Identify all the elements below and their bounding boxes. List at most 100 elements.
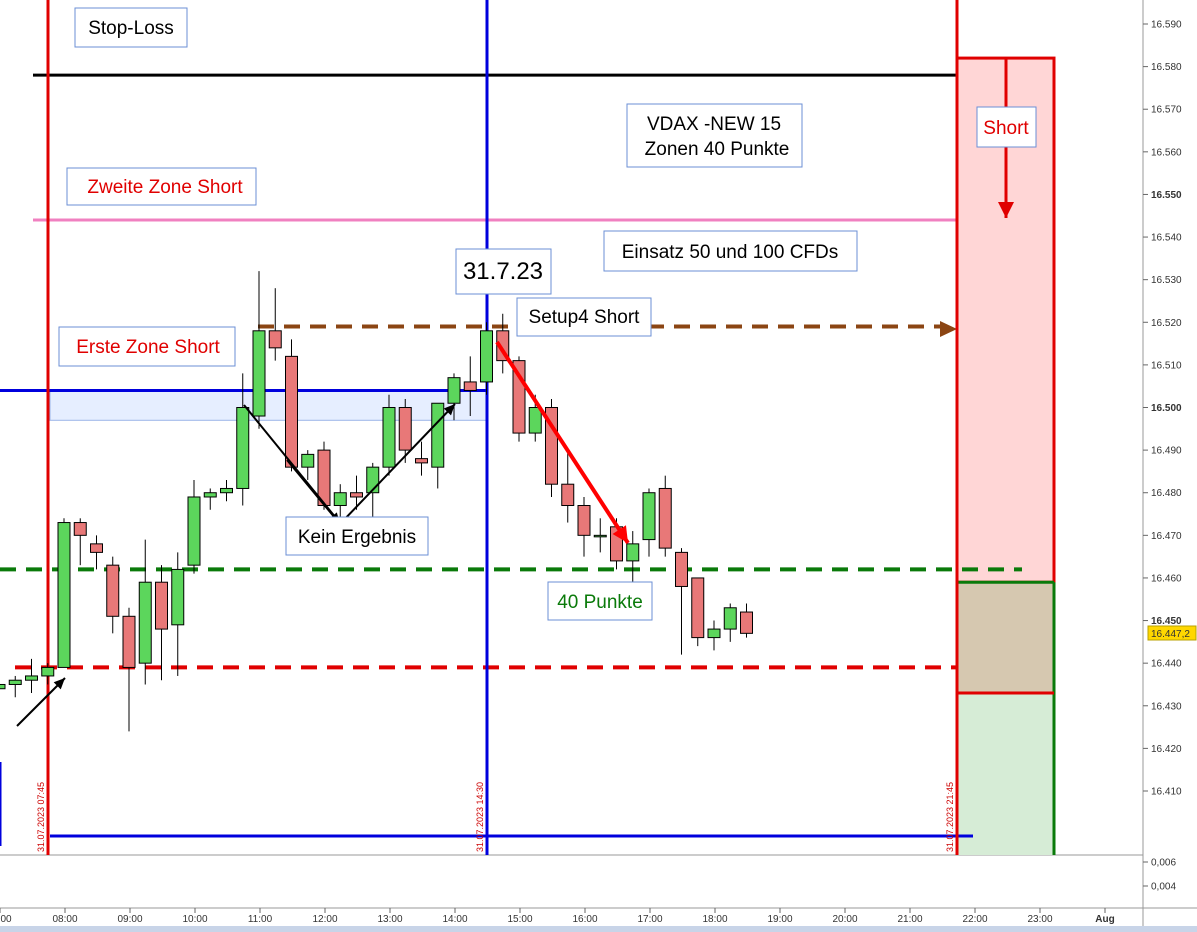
setup-annotation[interactable]: Setup4 Short — [516, 297, 652, 337]
stop-loss-text: Stop-Loss — [88, 18, 174, 39]
position-neutral-area[interactable] — [957, 582, 1054, 693]
second-zone-text: Zweite Zone Short — [87, 177, 243, 198]
candle-body — [106, 564, 120, 617]
time-tick-label: 14:00 — [442, 914, 467, 925]
entry-arrow-head — [53, 678, 65, 690]
candle-body — [8, 679, 22, 685]
candle-body — [707, 628, 721, 639]
price-tick-label: 16.450 — [1151, 616, 1182, 627]
points-annotation[interactable]: 40 Punkte — [547, 581, 653, 621]
first-zone-text: Erste Zone Short — [76, 337, 220, 358]
up-leg-arrow — [339, 403, 456, 525]
candle-body — [658, 487, 672, 549]
candle-body — [285, 355, 298, 468]
entry-arrow — [16, 677, 66, 727]
stake-annotation[interactable]: Einsatz 50 und 100 CFDs — [603, 230, 858, 272]
candle-body — [41, 666, 55, 677]
candle-body — [73, 522, 87, 536]
setup-text: Setup4 Short — [529, 307, 641, 328]
current-price-label: 16.447,2 — [1151, 629, 1190, 640]
points-text: 40 Punkte — [557, 592, 643, 613]
price-tick-label: 16.480 — [1151, 488, 1182, 499]
vdax-text-line2: Zonen 40 Punkte — [645, 139, 790, 160]
candle-body — [480, 330, 493, 383]
short-move-arrow-head — [612, 525, 628, 543]
candle-body — [268, 330, 282, 349]
short-direction-arrow-head — [998, 202, 1014, 218]
candle-body — [171, 568, 185, 626]
bottom-scrollbar[interactable] — [0, 926, 1197, 932]
no-result-annotation[interactable]: Kein Ergebnis — [285, 516, 429, 556]
time-tick-label: 00 — [0, 914, 12, 925]
price-tick-label: 16.430 — [1151, 701, 1182, 712]
candle-body — [561, 483, 575, 507]
time-tick-label: Aug — [1095, 914, 1114, 925]
candle-body — [350, 492, 363, 498]
vertical-markers — [0, 0, 959, 855]
indicator-axis-ticks: 0,006 0,004 — [1143, 858, 1176, 893]
candle-body — [122, 615, 136, 668]
candle-body — [675, 551, 688, 587]
time-tick-label: 08:00 — [52, 914, 77, 925]
position-reward-area[interactable] — [957, 692, 1054, 855]
price-tick-label: 16.520 — [1151, 318, 1182, 329]
second-zone-annotation[interactable]: Zweite Zone Short — [66, 167, 257, 206]
vdax-annotation[interactable]: VDAX -NEW 15 Zonen 40 Punkte — [626, 103, 803, 168]
time-tick-label: 09:00 — [117, 914, 142, 925]
candle-body — [528, 407, 542, 434]
candle-body — [57, 522, 71, 668]
indicator-tick-label: 0,004 — [1151, 882, 1176, 893]
time-tick-label: 10:00 — [182, 914, 207, 925]
candle-body — [398, 407, 412, 451]
first-zone-shading — [49, 389, 488, 421]
candle-body — [25, 675, 38, 681]
candle-body — [0, 683, 6, 690]
time-tick-label: 12:00 — [312, 914, 337, 925]
setup-time-label: 31.07.2023 14:30 — [475, 782, 485, 852]
time-tick-label: 21:00 — [897, 914, 922, 925]
candle-body — [90, 543, 103, 553]
candle-body — [626, 543, 640, 562]
no-result-text: Kein Ergebnis — [298, 527, 416, 548]
candle-body — [740, 611, 753, 634]
short-annotation[interactable]: Short — [976, 106, 1037, 148]
time-tick-label: 13:00 — [377, 914, 402, 925]
up-leg-arrow-head — [443, 404, 455, 416]
price-tick-label: 16.590 — [1151, 20, 1182, 31]
candle-body — [447, 377, 461, 404]
price-tick-label: 16.470 — [1151, 531, 1182, 542]
date-annotation[interactable]: 31.7.23 — [455, 248, 552, 295]
candle-body — [463, 381, 477, 391]
time-tick-label: 20:00 — [832, 914, 857, 925]
indicator-tick-label: 0,006 — [1151, 858, 1176, 869]
session-start-label: 31.07.2023 07:45 — [36, 782, 46, 852]
price-tick-label: 16.510 — [1151, 360, 1182, 371]
vdax-text-line1: VDAX -NEW 15 — [647, 114, 781, 135]
price-tick-label: 16.500 — [1151, 403, 1182, 414]
price-tick-label: 16.410 — [1151, 787, 1182, 798]
candle-body — [252, 330, 266, 417]
session-end-label: 31.07.2023 21:45 — [945, 782, 955, 852]
candle-body — [236, 407, 250, 489]
time-tick-label: 11:00 — [248, 914, 273, 925]
first-zone-annotation[interactable]: Erste Zone Short — [58, 326, 236, 367]
stop-loss-annotation[interactable]: Stop-Loss — [74, 7, 188, 48]
price-tick-label: 16.540 — [1151, 233, 1182, 244]
time-axis-ticks: 00 08:00 09:00 10:00 11:00 12:00 13:00 14:00 15:… — [0, 908, 1115, 925]
candle-body — [220, 487, 233, 494]
setup-entry-arrowhead — [940, 321, 957, 337]
candle-body — [593, 534, 607, 538]
price-pane-background — [0, 0, 1143, 855]
candle-body — [382, 407, 396, 468]
time-tick-label: 22:00 — [962, 914, 987, 925]
candle-body — [431, 402, 445, 468]
date-text: 31.7.23 — [463, 258, 543, 285]
candle-body — [187, 496, 201, 566]
time-tick-label: 15:00 — [507, 914, 532, 925]
current-price-tag — [1147, 625, 1197, 641]
price-axis-background — [1143, 0, 1197, 932]
price-tick-label: 16.560 — [1151, 147, 1182, 158]
candle-body — [203, 492, 217, 498]
